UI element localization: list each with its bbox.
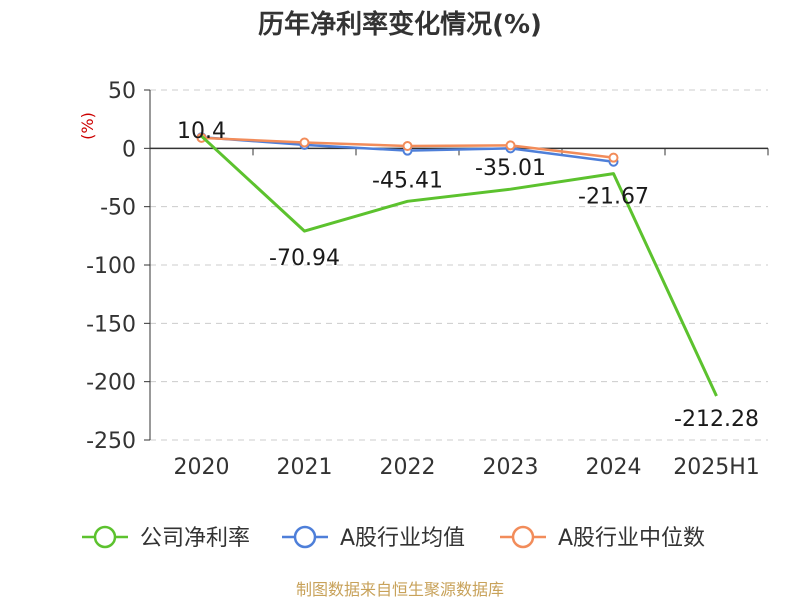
legend-marker	[293, 525, 317, 549]
x-tick-label: 2023	[483, 455, 539, 480]
series-line-0	[200, 135, 718, 397]
axes: 50 0 -50 -100 -150 -200 -250 2020 2021 2022 2023 20…	[86, 79, 769, 480]
legend-label: A股行业均值	[340, 526, 465, 551]
data-labels: 10.4 -70.94 -45.41 -35.01 -21.67 -212.28	[177, 119, 759, 432]
x-tick-label: 2024	[586, 455, 642, 480]
x-tick-label: 2025H1	[673, 455, 760, 480]
y-tick-label: 50	[108, 79, 136, 104]
series-point-2	[505, 140, 516, 151]
legend-marker	[511, 525, 535, 549]
data-label: -45.41	[372, 168, 443, 193]
series-point-2	[608, 152, 619, 163]
y-tick-label: 0	[122, 137, 136, 162]
x-tick-label: 2022	[380, 455, 436, 480]
y-tick-label: -150	[86, 312, 136, 337]
series-point-2	[299, 137, 310, 148]
y-tick-label: -50	[100, 196, 136, 221]
source-note: 制图数据来自恒生聚源数据库	[296, 580, 504, 599]
y-tick-label: -250	[86, 429, 136, 454]
data-label: -212.28	[674, 407, 759, 432]
data-label: -35.01	[475, 156, 546, 181]
series-point-2	[402, 141, 413, 151]
chart-title: 历年净利率变化情况(%)	[258, 9, 542, 40]
data-label: 10.4	[177, 119, 226, 144]
y-unit-label: (%)	[78, 112, 97, 140]
legend-marker	[93, 525, 117, 549]
legend-label: 公司净利率	[140, 526, 250, 551]
series-layer	[196, 132, 718, 397]
legend: 公司净利率 A股行业均值 A股行业中位数	[82, 525, 705, 551]
x-tick-label: 2021	[277, 455, 333, 480]
data-label: -70.94	[269, 246, 340, 271]
grid-lines	[150, 89, 768, 441]
y-tick-label: -200	[86, 371, 136, 396]
legend-label: A股行业中位数	[558, 526, 705, 551]
data-label: -21.67	[578, 185, 649, 210]
y-tick-label: -100	[86, 254, 136, 279]
x-tick-label: 2020	[174, 455, 230, 480]
